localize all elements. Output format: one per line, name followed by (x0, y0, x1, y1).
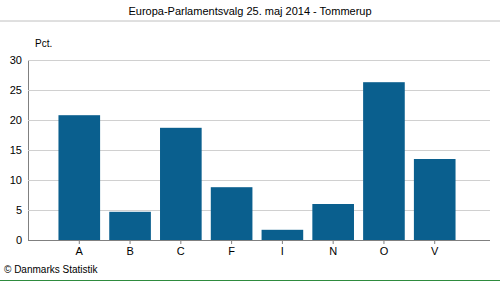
x-tick: O (380, 240, 389, 257)
footer: © Danmarks Statistik (4, 264, 99, 275)
x-axis: ABCFINOV (28, 240, 490, 257)
x-axis-line (28, 240, 490, 241)
title-rule (0, 21, 500, 22)
y-axis: 0 5 10 15 20 25 30 (10, 54, 490, 246)
y-tick-label: 25 (10, 84, 22, 96)
x-tick-mark (130, 240, 131, 244)
x-tick: I (281, 240, 284, 257)
bar (363, 82, 405, 240)
x-tick-label: I (281, 245, 284, 257)
y-axis-line (29, 61, 491, 241)
bottom-rule (0, 280, 500, 281)
y-tick-label: 15 (10, 144, 22, 156)
x-tick-mark (79, 240, 80, 244)
title: Europa-Parlamentsvalg 25. maj 2014 - Tom… (128, 5, 371, 17)
x-tick-label: N (329, 245, 337, 257)
y-tick: 30 (10, 54, 490, 66)
grid-line (28, 90, 490, 91)
y-tick-label: 30 (10, 54, 22, 66)
bar (58, 115, 100, 240)
bar (312, 204, 354, 240)
bar (262, 230, 304, 240)
bar (160, 128, 202, 240)
x-tick-label: A (76, 245, 84, 257)
x-tick-mark (383, 240, 384, 244)
x-tick-label: C (177, 245, 185, 257)
x-tick: A (76, 240, 84, 257)
x-tick: F (228, 240, 235, 257)
x-tick-mark (333, 240, 334, 244)
y-label: Pct. (35, 38, 52, 49)
x-tick-label: O (380, 245, 389, 257)
y-tick-label: 0 (16, 234, 22, 246)
x-tick-label: F (228, 245, 235, 257)
x-tick: C (177, 240, 185, 257)
x-tick-label: V (431, 245, 439, 257)
x-tick: B (126, 240, 133, 257)
grid-line (28, 60, 490, 61)
bar (109, 212, 151, 240)
y-tick-label: 10 (10, 174, 22, 186)
bars (58, 82, 455, 240)
chart: Europa-Parlamentsvalg 25. maj 2014 - Tom… (0, 0, 500, 282)
y-tick-label: 5 (16, 204, 22, 216)
x-tick: N (329, 240, 337, 257)
x-tick-mark (180, 240, 181, 244)
x-tick: V (431, 240, 439, 257)
bar (211, 187, 253, 240)
x-tick-mark (231, 240, 232, 244)
x-tick-mark (434, 240, 435, 244)
x-tick-mark (282, 240, 283, 244)
grid-line (28, 240, 490, 241)
y-tick: 25 (10, 84, 490, 96)
bar (414, 159, 456, 240)
y-tick-label: 20 (10, 114, 22, 126)
x-tick-label: B (126, 245, 133, 257)
